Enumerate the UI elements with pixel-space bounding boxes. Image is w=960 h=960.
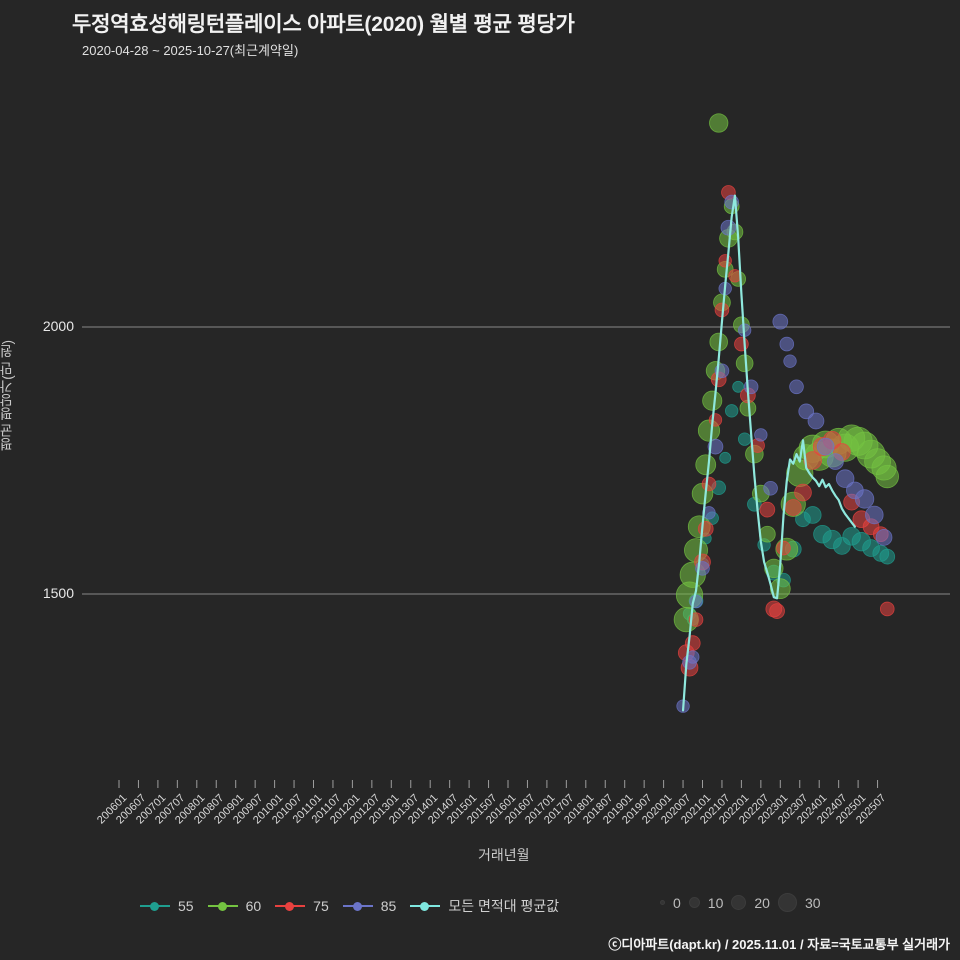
data-point[interactable]: [769, 603, 785, 619]
data-point[interactable]: [875, 529, 893, 546]
data-point[interactable]: [759, 501, 776, 518]
data-point[interactable]: [879, 548, 896, 565]
data-point[interactable]: [803, 506, 822, 524]
data-point[interactable]: [734, 336, 749, 352]
data-point[interactable]: [854, 489, 875, 509]
page-subtitle: 2020-04-28 ~ 2025-10-27(최근계약일): [82, 43, 299, 58]
y-axis-label: 평균 평당가(만 원): [0, 340, 15, 451]
size-legend-bubble-icon: [731, 895, 747, 910]
legend-line-swatch: [275, 901, 306, 911]
data-point[interactable]: [879, 601, 895, 617]
y-axis-tick-1500: 1500: [42, 585, 74, 601]
data-point[interactable]: [772, 313, 789, 330]
data-point[interactable]: [769, 578, 791, 600]
legend-item-75[interactable]: 75: [275, 898, 329, 914]
data-point[interactable]: [794, 483, 812, 502]
size-legend-label: 0: [673, 894, 681, 911]
size-legend-label: 30: [804, 894, 821, 911]
data-point[interactable]: [737, 432, 752, 446]
legend-dot-icon: [217, 901, 227, 911]
legend-dot-icon: [285, 901, 295, 911]
data-point[interactable]: [789, 379, 804, 395]
legend-line-swatch: [342, 901, 373, 911]
legend-line-swatch: [410, 901, 441, 911]
x-axis-label: 거래년월: [478, 847, 530, 863]
legend-line-swatch: [140, 901, 170, 911]
legend-dot-icon: [352, 901, 362, 911]
size-legend-item-20: 20: [731, 895, 770, 911]
data-point[interactable]: [783, 354, 797, 368]
data-point[interactable]: [763, 480, 778, 496]
data-point[interactable]: [865, 505, 884, 525]
data-point[interactable]: [709, 113, 729, 133]
legend-label: 75: [313, 898, 329, 914]
data-point[interactable]: [702, 390, 723, 411]
data-point[interactable]: [724, 404, 739, 418]
size-legend-bubble-icon: [660, 900, 665, 905]
data-point[interactable]: [827, 453, 844, 470]
size-legend-item-10: 10: [688, 894, 724, 911]
data-point[interactable]: [732, 380, 745, 393]
legend-item-60[interactable]: 60: [207, 898, 262, 914]
legend-label: 모든 면적대 평균값: [448, 898, 560, 914]
legend-dot-icon: [420, 901, 430, 911]
data-point[interactable]: [784, 499, 802, 516]
average-line: [681, 194, 856, 712]
data-point[interactable]: [875, 464, 899, 489]
legend-line-swatch: [207, 901, 238, 911]
legend-dot-icon: [150, 901, 159, 911]
size-legend-item-30: 30: [777, 893, 821, 912]
data-point[interactable]: [798, 403, 815, 420]
size-legend-label: 20: [754, 894, 770, 911]
footer-credit: ⓒ디아파트(dapt.kr) / 2025.11.01 / 자료=국토교통부 실…: [608, 937, 950, 952]
data-point[interactable]: [779, 336, 795, 352]
data-point[interactable]: [816, 437, 835, 456]
size-legend-bubble-icon: [777, 893, 797, 912]
data-point[interactable]: [718, 254, 732, 268]
data-point[interactable]: [776, 540, 791, 556]
y-axis-tick-2000: 2000: [42, 318, 74, 334]
size-legend-bubble-icon: [688, 897, 700, 908]
data-point[interactable]: [707, 438, 724, 455]
legend-item-85[interactable]: 85: [342, 898, 397, 914]
data-point[interactable]: [758, 525, 776, 543]
data-point[interactable]: [697, 520, 714, 537]
size-legend-label: 10: [707, 894, 724, 911]
legend-item-55[interactable]: 55: [140, 898, 194, 914]
data-point[interactable]: [708, 413, 723, 427]
legend-label: 85: [380, 898, 397, 914]
bubble-size-legend: 0 10 20 30: [660, 893, 829, 912]
data-point[interactable]: [695, 454, 717, 476]
series-legend[interactable]: 55 60 75 85 모든 면적대 평균값: [140, 896, 573, 916]
data-point[interactable]: [701, 476, 717, 492]
legend-item-모든 면적대 평균값[interactable]: 모든 면적대 평균값: [410, 896, 559, 916]
size-legend-item-0: 0: [660, 895, 681, 911]
data-point[interactable]: [807, 412, 825, 430]
data-point[interactable]: [719, 451, 732, 464]
page-title: 두정역효성해링턴플레이스 아파트(2020) 월별 평균 평당가: [72, 13, 575, 36]
data-point[interactable]: [754, 428, 768, 442]
legend-label: 55: [178, 898, 194, 914]
legend-label: 60: [245, 898, 262, 914]
data-point[interactable]: [835, 469, 855, 488]
data-point[interactable]: [803, 451, 822, 470]
data-point[interactable]: [720, 219, 737, 236]
